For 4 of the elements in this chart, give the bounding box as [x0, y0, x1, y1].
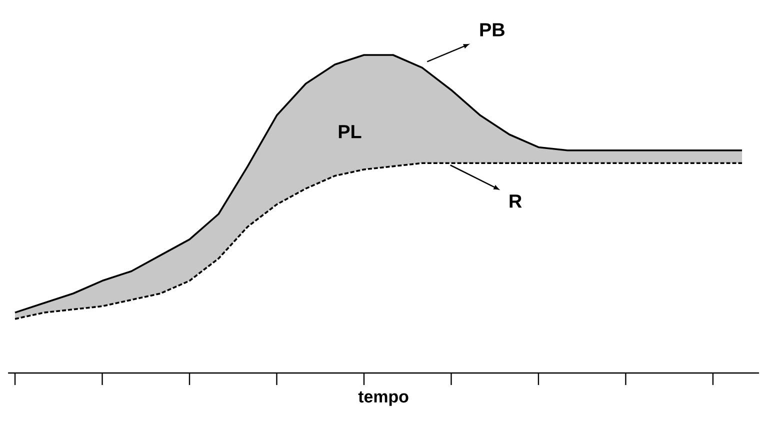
legend-label: R: [510, 194, 522, 208]
x-axis-title: tempo: [358, 391, 408, 406]
text: PB: [480, 23, 504, 36]
annotation: PL: [338, 125, 362, 138]
